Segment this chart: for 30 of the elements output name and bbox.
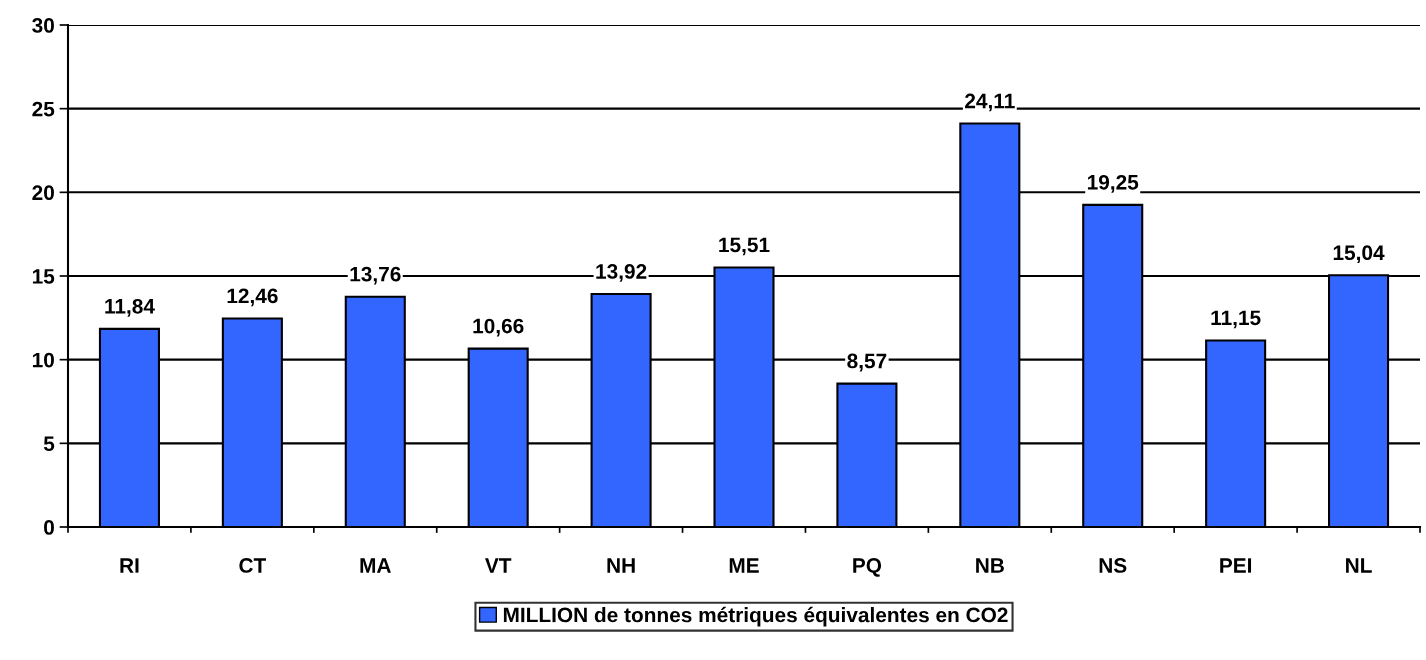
data-label: 19,25 [1087,174,1139,193]
data-label: 11,15 [1211,310,1261,329]
data-label: 24,11 [965,93,1015,112]
x-tick-label: NB [976,558,1004,573]
x-tick-label: NH [607,558,635,573]
data-label: 10,66 [473,318,524,337]
data-label: 11,84 [105,298,155,317]
y-tick-label: 10 [32,352,54,368]
legend-label: MILLION de tonnes métriques équivalentes en CO2 [503,606,1008,627]
x-tick-label: MA [360,558,391,573]
y-tick-label: 20 [32,185,54,201]
x-tick-label: VT [485,558,512,573]
data-label: 8,57 [847,353,887,372]
data-label: 15,51 [719,237,770,256]
x-tick-label: PEI [1220,558,1252,573]
x-tick-label: NS [1099,558,1127,573]
y-tick-label: 0 [44,520,54,535]
x-tick-label: NL [1346,558,1372,573]
y-tick-label: 30 [32,18,54,33]
y-tick-label: 25 [32,101,55,117]
x-tick-label: PQ [853,558,882,577]
data-label: 13,92 [596,264,647,282]
x-tick-label: RI [120,558,139,573]
data-label: 13,76 [350,266,401,285]
y-tick-label: 15 [32,269,55,284]
x-tick-label: ME [729,558,759,573]
data-label: 15,04 [1333,245,1385,264]
x-tick-label: CT [239,558,267,573]
y-tick-label: 5 [43,436,55,452]
data-label: 12,46 [227,288,278,307]
